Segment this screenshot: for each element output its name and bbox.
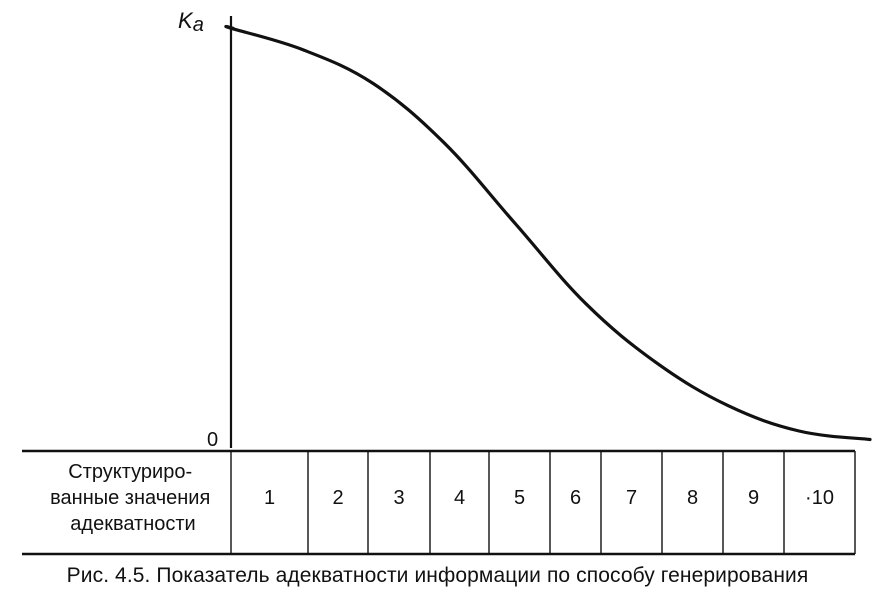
row-label-line-1: Структуриро-	[68, 461, 192, 483]
row-label-line-3: адекватности	[70, 513, 195, 535]
table-cell-value: 2	[332, 487, 343, 509]
y-axis-top-label: Ka	[178, 8, 204, 36]
y-axis-top-label-subscript: a	[193, 14, 204, 36]
table-cell-value: 4	[454, 487, 465, 509]
table-cell-value: 3	[393, 487, 404, 509]
table-cell-value: 8	[687, 487, 698, 509]
row-label: Структуриро- ванные значения адекватност…	[50, 461, 216, 535]
table-cell-dividers	[230, 451, 856, 554]
table-cell-value: 7	[626, 487, 637, 509]
table-cell-value: 1	[264, 487, 275, 509]
table-cell-value: 9	[748, 487, 759, 509]
value-table: 1 2 3 4 5 6 7 8 9 ·10 Структуриро- ванные значени…	[22, 449, 856, 556]
table-cell-value: ·10	[805, 487, 834, 509]
figure-caption: Рис. 4.5. Показатель адекватности информ…	[66, 564, 809, 587]
table-cell-labels: 1 2 3 4 5 6 7 8 9 ·10	[264, 487, 834, 509]
adequacy-curve	[224, 24, 872, 442]
table-cell-value: 6	[570, 487, 581, 509]
row-label-line-2: ванные значения	[50, 487, 210, 509]
table-cell-value: 5	[514, 487, 525, 509]
y-axis-origin-label: 0	[207, 429, 218, 451]
